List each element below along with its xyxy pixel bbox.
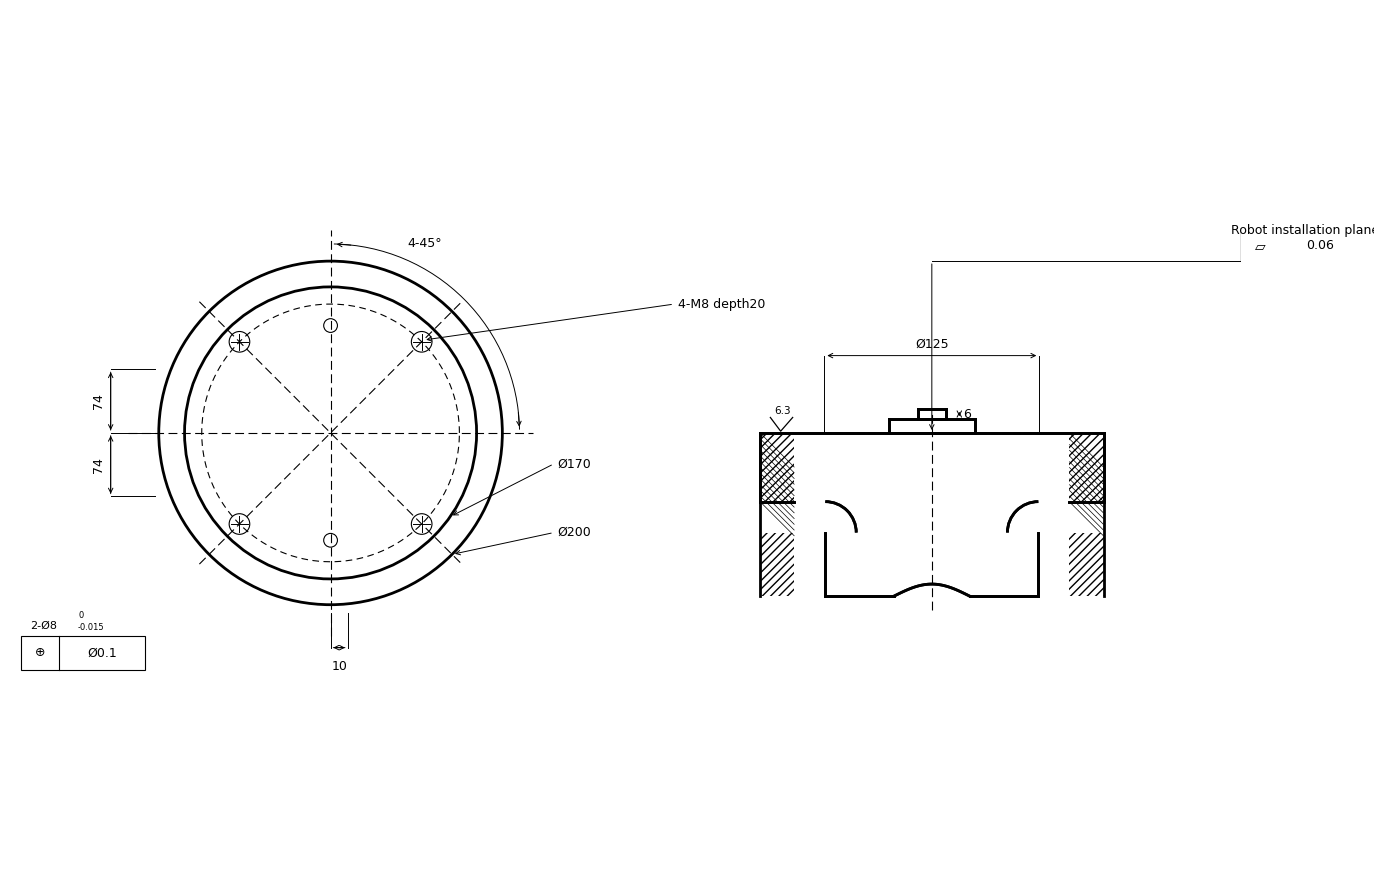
Text: 6.3: 6.3 bbox=[774, 405, 790, 416]
Text: 10: 10 bbox=[331, 660, 348, 673]
Text: 4-M8 depth20: 4-M8 depth20 bbox=[677, 298, 765, 311]
Bar bbox=[1069, 433, 1103, 502]
Text: 74: 74 bbox=[92, 457, 106, 472]
Text: ⏥: ⏥ bbox=[1254, 238, 1265, 253]
Bar bbox=[1069, 532, 1103, 596]
Text: 74: 74 bbox=[92, 393, 106, 409]
Text: 6: 6 bbox=[963, 408, 970, 420]
Text: Ø200: Ø200 bbox=[558, 526, 591, 539]
Text: Ø170: Ø170 bbox=[558, 457, 591, 471]
Text: 0: 0 bbox=[78, 611, 84, 620]
Bar bbox=[760, 433, 794, 502]
Text: ⊕: ⊕ bbox=[34, 646, 45, 660]
Text: Ø125: Ø125 bbox=[915, 337, 948, 351]
Text: 4-45°: 4-45° bbox=[408, 238, 442, 251]
Text: 2-Ø8: 2-Ø8 bbox=[30, 621, 56, 630]
Bar bbox=[22, 636, 146, 670]
Bar bbox=[1241, 230, 1362, 261]
Bar bbox=[760, 532, 794, 596]
Text: 0.06: 0.06 bbox=[1307, 239, 1334, 253]
Text: -0.015: -0.015 bbox=[78, 623, 104, 632]
Text: Robot installation plane: Robot installation plane bbox=[1231, 224, 1374, 237]
Text: Ø0.1: Ø0.1 bbox=[87, 646, 117, 660]
